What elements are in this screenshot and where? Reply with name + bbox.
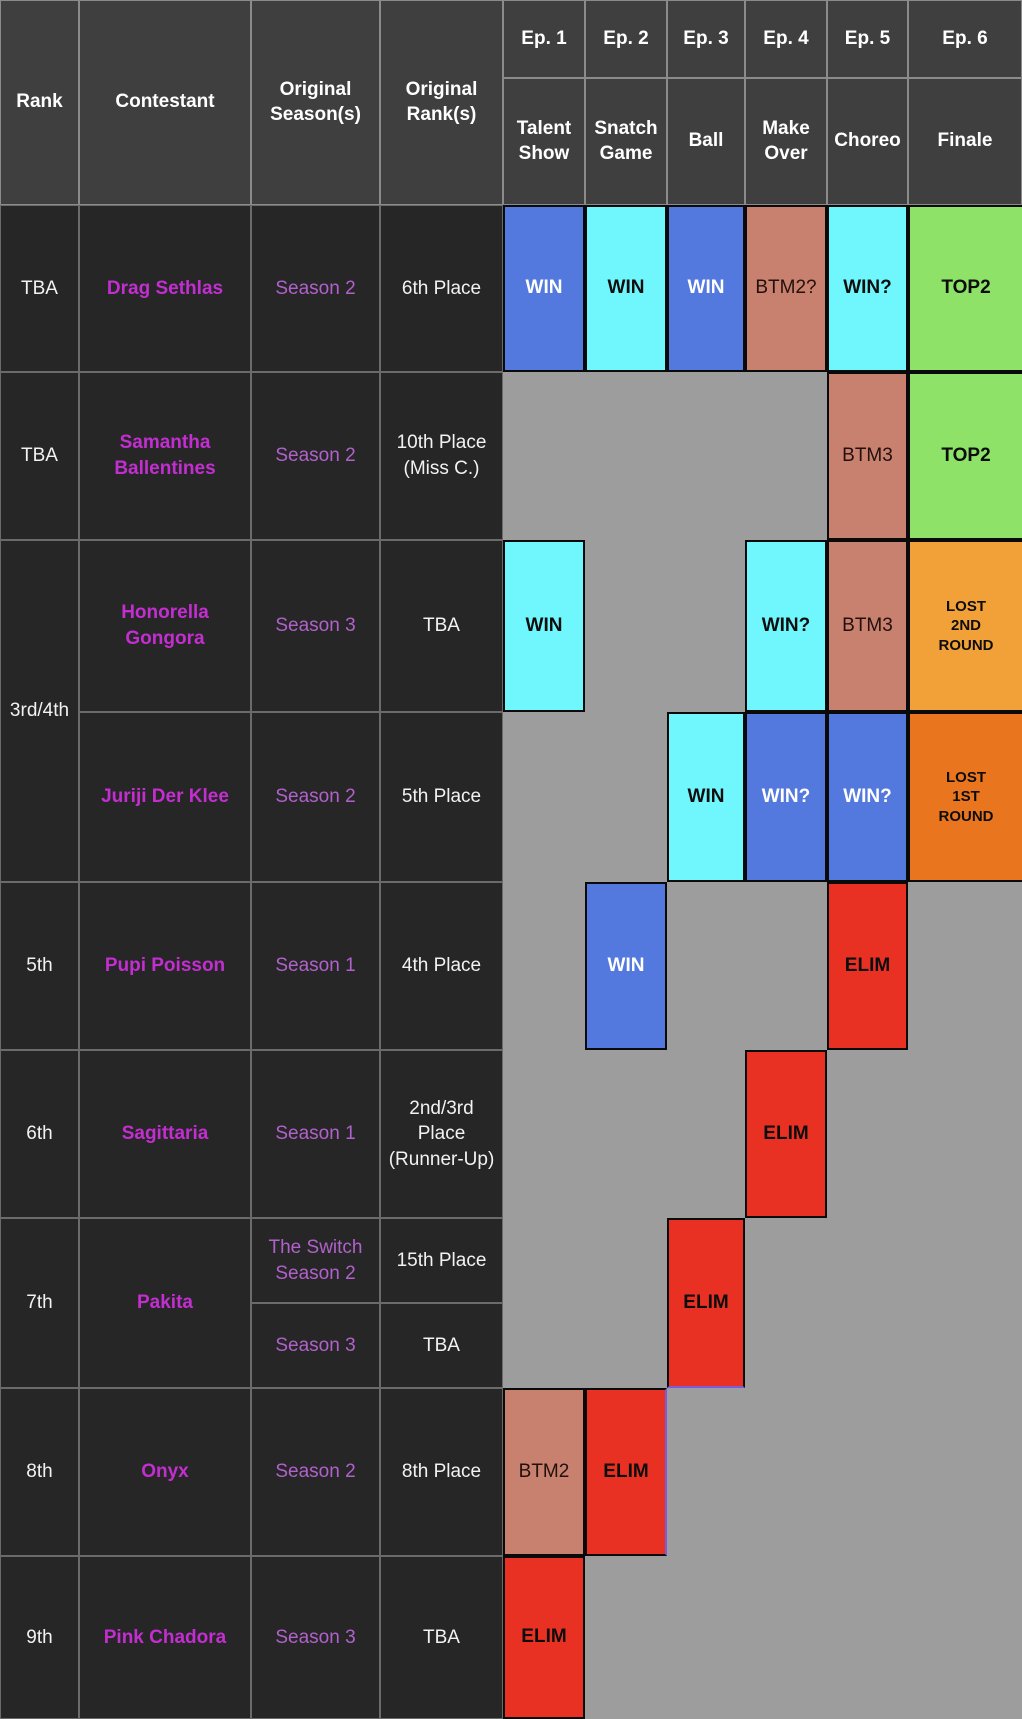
episode-name-header: Talent Show [503,78,585,205]
original-rank: 5th Place [380,712,503,882]
contestant-name[interactable]: Samantha Ballentines [79,372,251,540]
contestant-name[interactable]: Pupi Poisson [79,882,251,1050]
episode-number-header: Ep. 1 [503,0,585,78]
safe-gray-region [745,1218,1022,1388]
safe-gray-region [503,1218,667,1388]
result-cell-lost-1st-round: LOST 1ST ROUND [908,712,1022,882]
rank-cell: 6th [0,1050,79,1218]
safe-gray-region [908,882,1022,1050]
result-cell-top2: TOP2 [908,372,1022,540]
original-rank: 2nd/3rd Place (Runner-Up) [380,1050,503,1218]
original-season[interactable]: Season 3 [251,1303,380,1388]
result-cell-win: WIN? [745,712,827,882]
episode-number-header: Ep. 5 [827,0,908,78]
column-header-rank: Rank [0,0,79,205]
result-cell-top2: TOP2 [908,205,1022,372]
rank-cell: 5th [0,882,79,1050]
column-header-original-seasons: Original Season(s) [251,0,380,205]
original-rank: 10th Place (Miss C.) [380,372,503,540]
result-cell-win: WIN [503,540,585,712]
safe-gray-region [667,1388,1022,1556]
safe-gray-region [667,882,827,1050]
result-cell-elim: ELIM [667,1218,745,1388]
original-rank: 15th Place [380,1218,503,1303]
result-cell-win: WIN? [827,205,908,372]
original-season[interactable]: Season 2 [251,1388,380,1556]
episode-number-header: Ep. 4 [745,0,827,78]
contestant-name[interactable]: Drag Sethlas [79,205,251,372]
episode-name-header: Choreo [827,78,908,205]
result-cell-elim: ELIM [585,1388,667,1556]
original-rank: 8th Place [380,1388,503,1556]
result-cell-elim: ELIM [503,1556,585,1719]
rank-cell: 7th [0,1218,79,1388]
rank-cell: TBA [0,372,79,540]
original-season[interactable]: Season 2 [251,712,380,882]
episode-number-header: Ep. 6 [908,0,1022,78]
result-cell-btm2: BTM2 [503,1388,585,1556]
original-season[interactable]: Season 3 [251,1556,380,1719]
safe-gray-region [503,882,585,1050]
contestant-name[interactable]: Pink Chadora [79,1556,251,1719]
result-cell-win: WIN [585,205,667,372]
episode-number-header: Ep. 3 [667,0,745,78]
episode-name-header: Make Over [745,78,827,205]
rank-cell: 8th [0,1388,79,1556]
safe-gray-region [585,540,745,712]
original-season[interactable]: Season 3 [251,540,380,712]
result-cell-btm3: BTM3 [827,540,908,712]
result-cell-win: WIN [667,712,745,882]
result-cell-elim: ELIM [745,1050,827,1218]
result-cell-win: WIN [503,205,585,372]
result-cell-win: WIN? [745,540,827,712]
result-cell-lost-2nd-round: LOST 2ND ROUND [908,540,1022,712]
episode-name-header: Snatch Game [585,78,667,205]
original-season[interactable]: Season 2 [251,372,380,540]
contestant-name[interactable]: Onyx [79,1388,251,1556]
original-season[interactable]: Season 1 [251,882,380,1050]
contestant-name[interactable]: Pakita [79,1218,251,1388]
safe-gray-region [503,1050,745,1218]
original-season[interactable]: Season 1 [251,1050,380,1218]
result-cell-win: WIN [585,882,667,1050]
contestant-name[interactable]: Sagittaria [79,1050,251,1218]
rank-cell: 9th [0,1556,79,1719]
original-rank: TBA [380,1556,503,1719]
safe-gray-region [503,372,827,540]
result-cell-elim: ELIM [827,882,908,1050]
column-header-contestant: Contestant [79,0,251,205]
original-rank: 4th Place [380,882,503,1050]
original-season[interactable]: The Switch Season 2 [251,1218,380,1303]
original-rank: TBA [380,1303,503,1388]
result-cell-btm2: BTM2? [745,205,827,372]
result-cell-btm3: BTM3 [827,372,908,540]
rank-cell: TBA [0,205,79,372]
original-rank: 6th Place [380,205,503,372]
contestant-name[interactable]: Juriji Der Klee [79,712,251,882]
result-cell-win: WIN [667,205,745,372]
safe-gray-region [827,1050,1022,1218]
original-rank: TBA [380,540,503,712]
safe-gray-region [585,1556,1022,1719]
episode-name-header: Ball [667,78,745,205]
rank-cell: 3rd/4th [0,540,79,882]
episode-number-header: Ep. 2 [585,0,667,78]
original-season[interactable]: Season 2 [251,205,380,372]
safe-gray-region [503,712,667,882]
episode-name-header: Finale [908,78,1022,205]
contestant-name[interactable]: Honorella Gongora [79,540,251,712]
column-header-original-ranks: Original Rank(s) [380,0,503,205]
result-cell-win: WIN? [827,712,908,882]
